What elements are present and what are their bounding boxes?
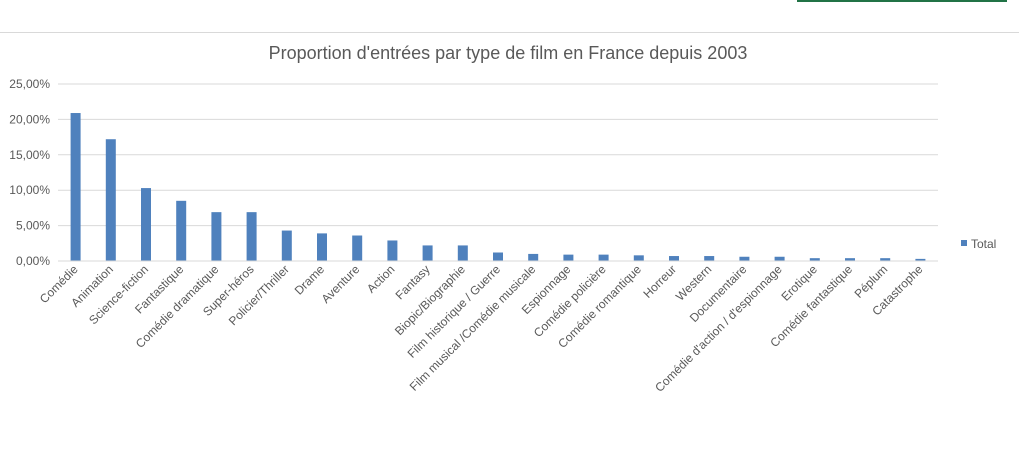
series-bars xyxy=(70,113,926,261)
legend-swatch-total xyxy=(961,240,967,246)
bar xyxy=(739,256,750,261)
bar xyxy=(281,230,292,261)
bar xyxy=(211,212,222,261)
x-axis: ComédieAnimationScience-fictionFantastiq… xyxy=(37,260,938,395)
x-tick-label: Action xyxy=(364,262,397,295)
bar xyxy=(704,256,715,261)
chart-area[interactable] xyxy=(0,32,1019,453)
bar xyxy=(563,254,574,261)
bar xyxy=(105,139,116,261)
y-tick-label: 15,00% xyxy=(9,148,50,162)
bar xyxy=(70,113,81,261)
y-tick-label: 20,00% xyxy=(9,112,50,126)
y-axis: 0,00% 5,00% 10,00% 15,00% 20,00% 25,00% xyxy=(9,77,50,268)
bar xyxy=(422,245,433,261)
bar xyxy=(352,235,363,261)
bar xyxy=(246,212,257,261)
bar xyxy=(141,188,151,261)
bar xyxy=(774,256,785,261)
bar xyxy=(528,253,539,261)
chart-title: Proportion d'entrées par type de film en… xyxy=(269,43,748,63)
bar xyxy=(809,258,820,261)
bar xyxy=(493,252,503,261)
sheet-background xyxy=(0,0,1019,32)
selected-cell-border xyxy=(797,0,1007,2)
y-tick-label: 25,00% xyxy=(9,77,50,91)
y-tick-label: 0,00% xyxy=(16,254,50,268)
legend: Total xyxy=(961,237,996,251)
bar xyxy=(387,240,398,261)
bar xyxy=(880,258,891,261)
legend-label-total: Total xyxy=(971,237,996,251)
bar xyxy=(845,258,855,261)
bar xyxy=(317,233,327,261)
y-tick-label: 5,00% xyxy=(16,219,50,233)
x-tick-label: Aventure xyxy=(319,262,363,306)
bar xyxy=(457,245,468,261)
bar xyxy=(669,256,679,261)
y-tick-label: 10,00% xyxy=(9,183,50,197)
bar xyxy=(176,200,187,261)
bar xyxy=(633,255,644,261)
gridlines xyxy=(58,83,938,262)
bar xyxy=(598,254,609,261)
bar xyxy=(915,258,926,261)
